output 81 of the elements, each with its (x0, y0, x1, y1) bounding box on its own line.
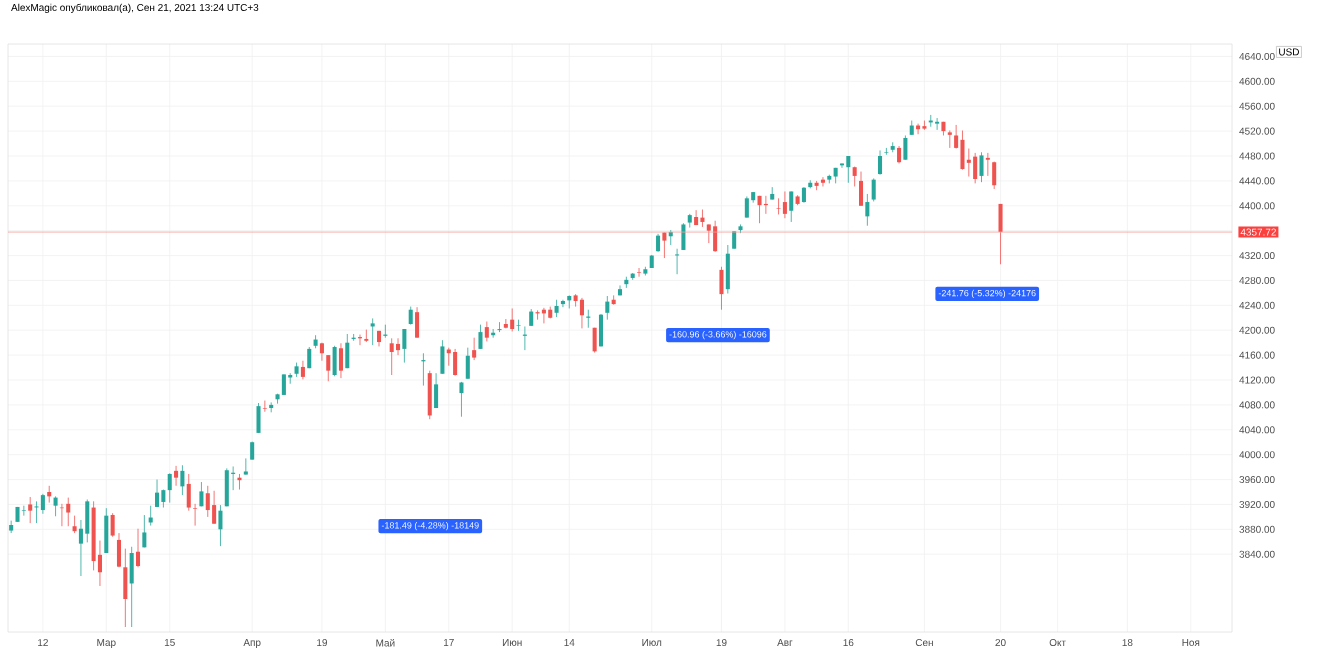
candlestick (598, 313, 604, 347)
candlestick (719, 266, 724, 311)
candlestick (478, 324, 483, 350)
candlestick (694, 209, 699, 226)
candlestick (782, 191, 787, 219)
candlestick (396, 337, 401, 356)
candlestick (389, 337, 394, 376)
candlestick (402, 328, 407, 363)
candlestick (224, 467, 229, 507)
candlestick (212, 490, 217, 525)
candlestick (28, 496, 33, 524)
candlestick (846, 155, 851, 184)
candlestick (21, 505, 26, 517)
candlestick (998, 203, 1003, 265)
candlestick (979, 151, 984, 183)
candlestick (205, 485, 210, 518)
candlestick (167, 472, 172, 503)
candlestick (237, 473, 242, 490)
candlestick (706, 224, 711, 244)
candlestick (300, 360, 305, 380)
candlestick (129, 546, 134, 628)
candlestick (34, 500, 40, 524)
candlestick (985, 152, 990, 177)
candlestick (516, 319, 521, 332)
candlestick (135, 528, 141, 568)
candlestick (459, 381, 464, 418)
candlestick (281, 374, 286, 396)
candlestick (40, 493, 45, 515)
candlestick (453, 348, 458, 377)
candlestick (605, 295, 610, 321)
candlestick (465, 347, 470, 380)
candlestick (878, 150, 883, 176)
candlestick (935, 117, 940, 131)
candlestick (338, 342, 343, 379)
candlestick (496, 321, 503, 333)
candlestick (408, 306, 413, 326)
candlestick (415, 306, 420, 339)
candlestick (155, 479, 160, 508)
candlestick (110, 512, 115, 538)
candlestick (757, 195, 762, 224)
candlestick (966, 148, 971, 177)
candlestick (592, 327, 597, 354)
candlestick (104, 507, 109, 554)
candlestick (947, 130, 952, 149)
candlestick (973, 152, 978, 184)
candlestick (370, 318, 375, 346)
candlestick (53, 495, 58, 517)
candlestick (725, 244, 730, 294)
candlestick (992, 161, 997, 190)
candlestick (326, 354, 331, 382)
candlestick (427, 370, 432, 420)
candlestick (345, 333, 350, 369)
candlestick (871, 178, 876, 202)
candlestick (858, 171, 864, 207)
candlestick (510, 308, 515, 332)
candlestick (123, 548, 128, 628)
candlestick (364, 329, 369, 343)
candlestick (66, 497, 71, 527)
candlestick (332, 345, 337, 377)
candlestick (744, 196, 749, 218)
candlestick (662, 232, 667, 259)
candlestick (484, 321, 489, 342)
candlestick (579, 297, 584, 329)
candlestick (243, 458, 248, 475)
candlestick (262, 400, 267, 413)
candlestick (256, 402, 261, 434)
candlestick (617, 285, 623, 296)
candlestick (174, 465, 179, 487)
candlestick (199, 481, 204, 507)
candlestick (865, 193, 870, 227)
candlestick (839, 163, 845, 169)
candlestick (903, 135, 908, 161)
candlestick (142, 514, 147, 548)
candlestick (472, 337, 477, 361)
candlestick (713, 220, 718, 253)
candlestick (776, 197, 781, 215)
candlestick (218, 504, 223, 547)
candlestick (180, 464, 185, 496)
candlestick (789, 191, 794, 223)
candlestick (960, 130, 965, 171)
candlestick (656, 233, 661, 253)
